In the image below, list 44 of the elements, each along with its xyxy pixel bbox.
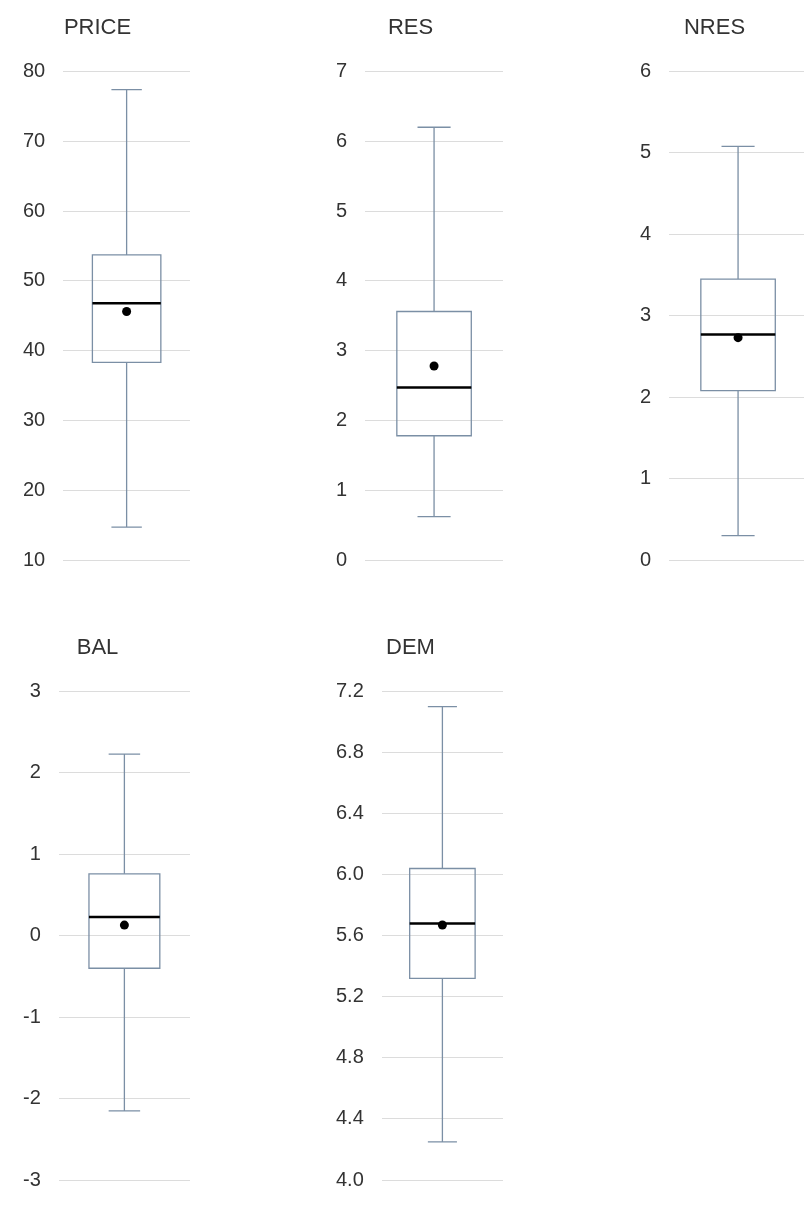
y-tick-label: 3 <box>640 303 652 326</box>
y-tick-label: 1 <box>29 841 41 864</box>
y-tick-label: 1 <box>640 466 652 489</box>
y-tick-label: 7 <box>336 58 348 81</box>
chart-title: DEM <box>386 634 435 660</box>
y-tick-label: -2 <box>22 1086 41 1109</box>
y-tick-label: 6 <box>336 128 348 151</box>
y-tick-label: 5.2 <box>335 984 364 1007</box>
y-tick-label: -3 <box>22 1167 41 1190</box>
y-tick-label: 4.4 <box>335 1106 364 1129</box>
y-tick-label: 5 <box>336 198 348 221</box>
y-tick-label: 40 <box>23 338 46 361</box>
y-tick-label: -1 <box>22 1004 41 1027</box>
y-tick-label: 2 <box>640 384 652 407</box>
y-tick-label: 50 <box>23 268 46 291</box>
y-tick-label: 0 <box>640 547 652 570</box>
y-tick-label: 0 <box>336 547 348 570</box>
y-tick-label: 1 <box>336 477 348 500</box>
chart-title: NRES <box>683 14 746 40</box>
y-tick-label: 0 <box>29 923 41 946</box>
y-tick-label: 6 <box>640 58 652 81</box>
y-tick-label: 5 <box>640 140 652 163</box>
y-tick-label: 3 <box>336 338 348 361</box>
y-tick-label: 6.4 <box>335 801 364 824</box>
chart-title: RES <box>387 14 434 40</box>
chart-title: BAL <box>76 634 119 660</box>
y-tick-label: 4 <box>640 221 652 244</box>
y-tick-label: 6.8 <box>335 739 364 762</box>
y-tick-label: 7.2 <box>335 678 364 701</box>
y-tick-label: 2 <box>29 760 41 783</box>
y-tick-label: 2 <box>336 407 348 430</box>
y-tick-label: 5.6 <box>335 923 364 946</box>
y-tick-label: 10 <box>23 547 46 570</box>
y-tick-label: 60 <box>23 198 46 221</box>
y-tick-label: 20 <box>23 477 46 500</box>
y-tick-label: 4.0 <box>335 1167 364 1190</box>
y-tick-label: 3 <box>29 678 41 701</box>
y-tick-label: 80 <box>23 58 46 81</box>
y-tick-label: 6.0 <box>335 862 364 885</box>
y-tick-label: 30 <box>23 407 46 430</box>
y-tick-label: 4 <box>336 268 348 291</box>
y-tick-label: 70 <box>23 128 46 151</box>
y-tick-label: 4.8 <box>335 1045 364 1068</box>
chart-title: PRICE <box>63 14 132 40</box>
